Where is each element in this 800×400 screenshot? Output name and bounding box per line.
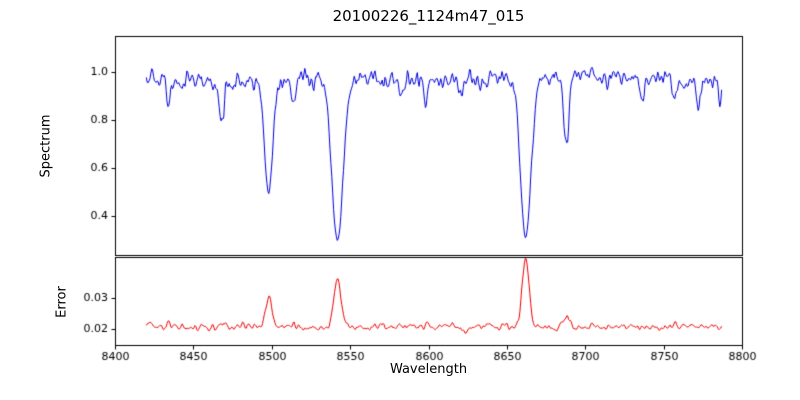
chart-title: 20100226_1124m47_015	[332, 7, 525, 25]
error-axis-label: Error	[54, 286, 70, 318]
spectrum-axis-label: Spectrum	[38, 114, 54, 178]
wavelength-axis-label: Wavelength	[389, 362, 468, 377]
